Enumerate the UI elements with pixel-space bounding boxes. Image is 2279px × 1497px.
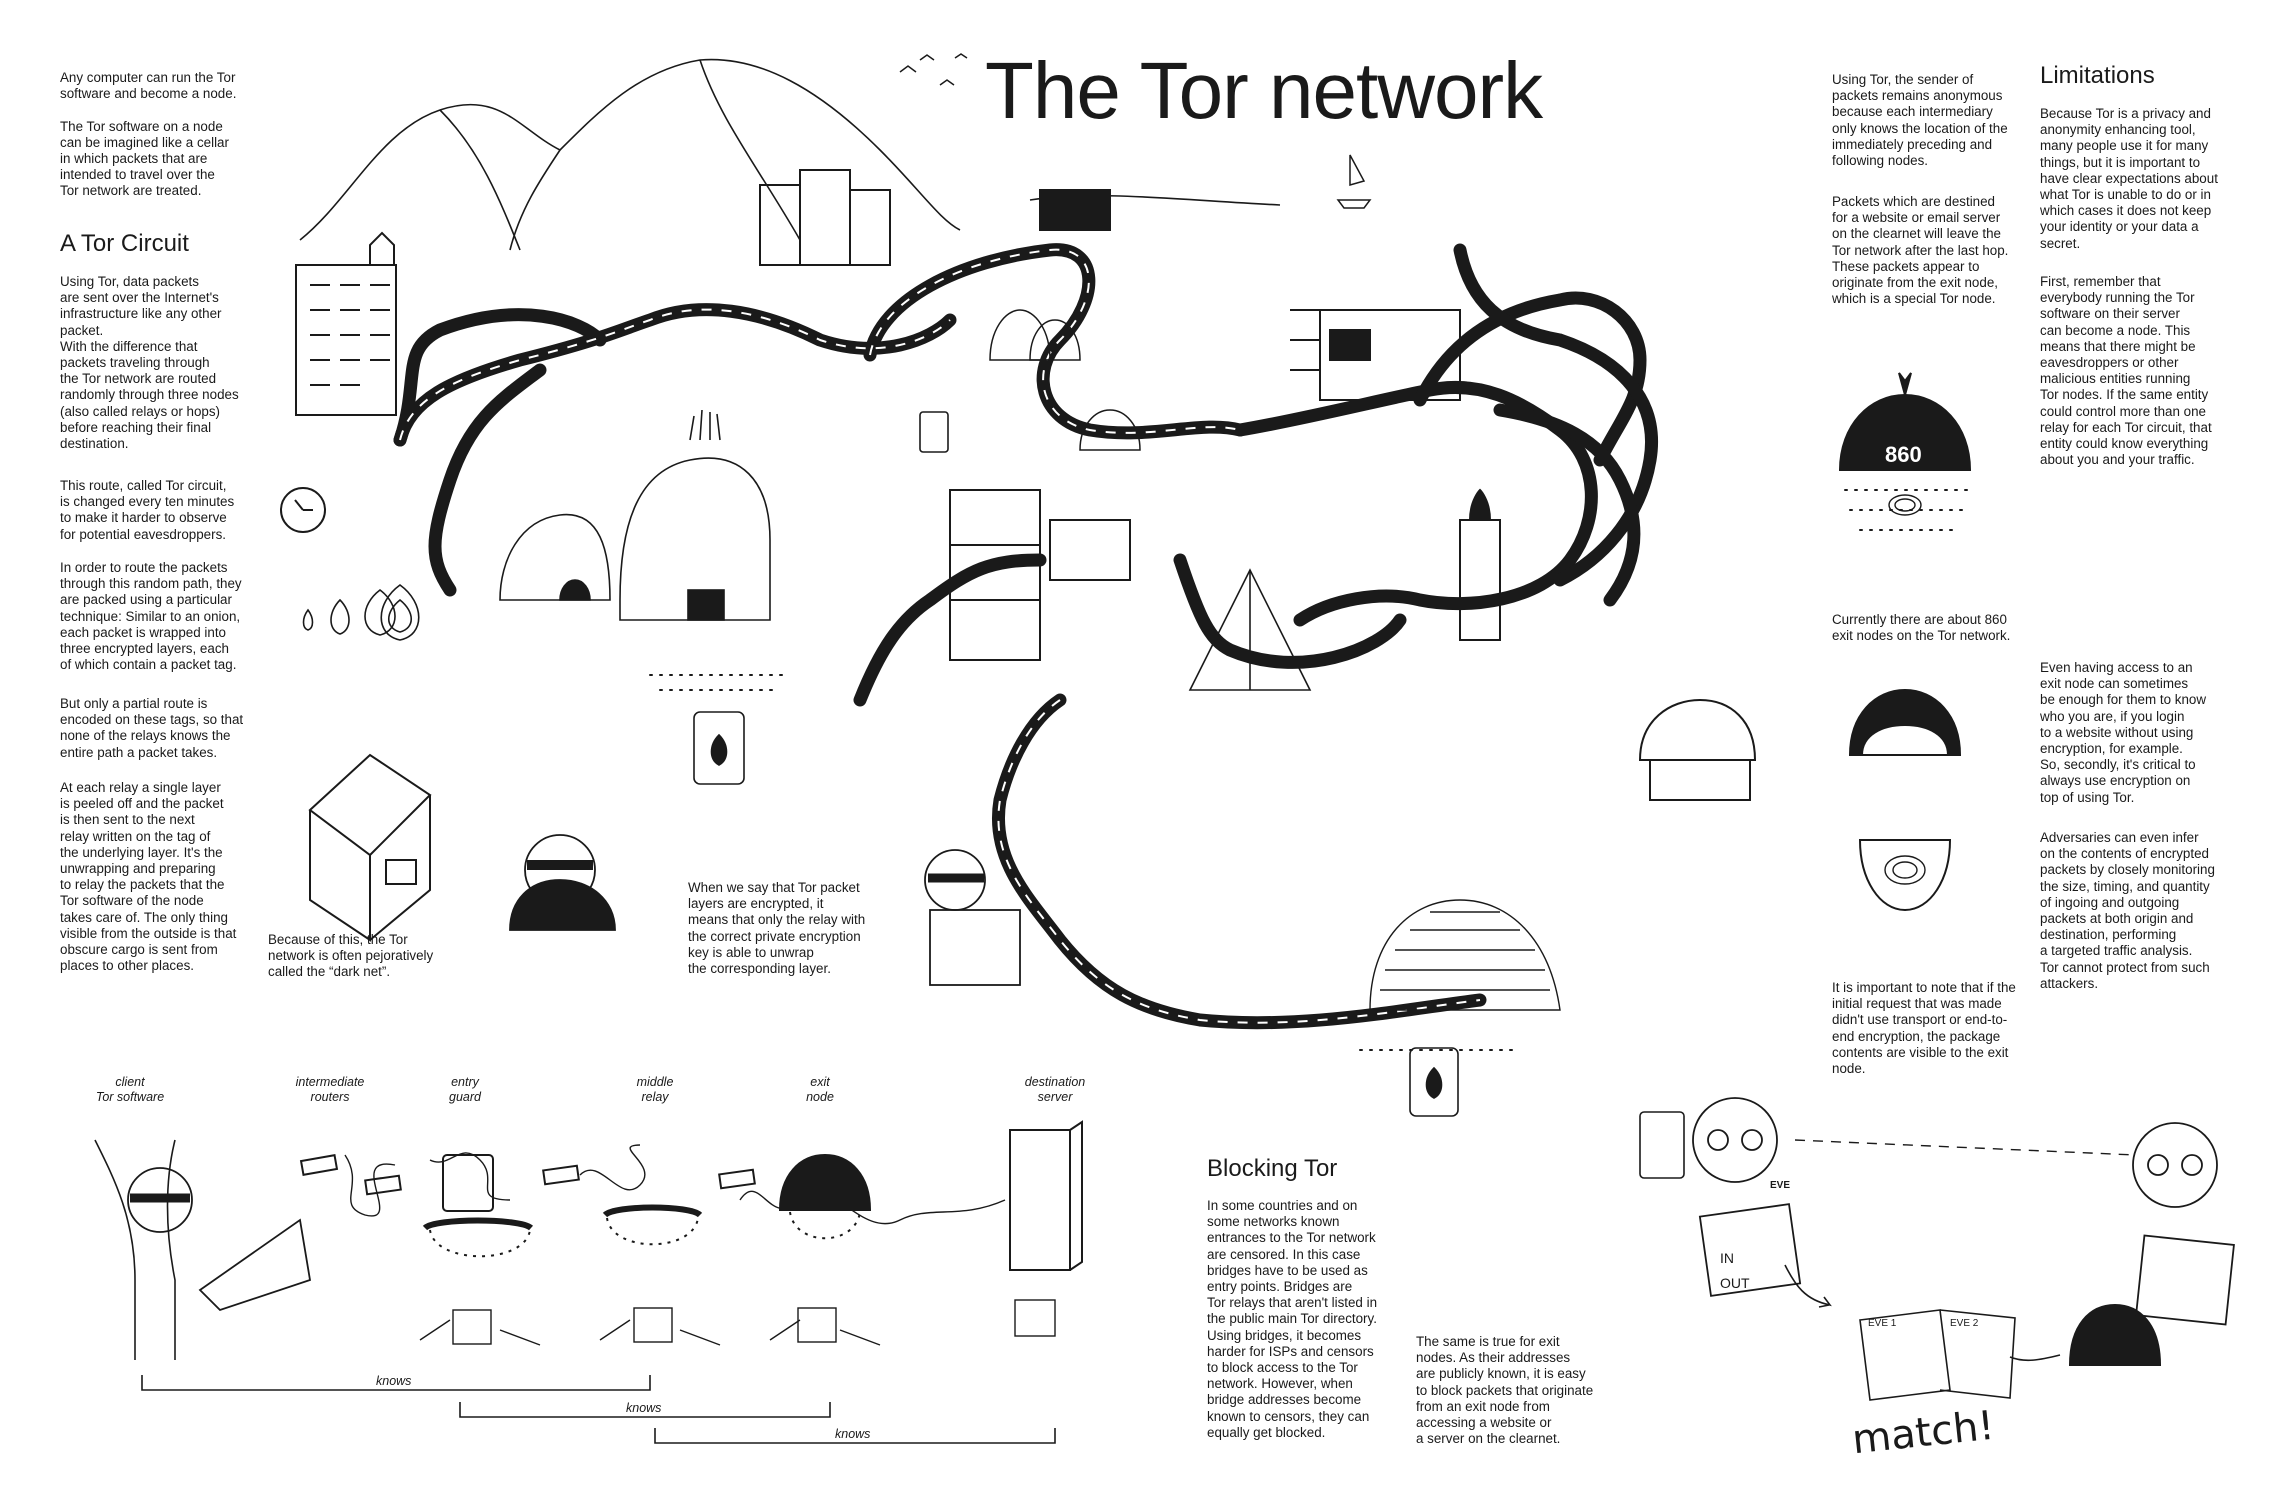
server-box <box>308 753 432 942</box>
office-building <box>295 231 397 416</box>
stone-dome <box>1369 899 1561 1011</box>
packet-boxes <box>419 1299 1056 1346</box>
road-dashes <box>399 248 1481 1024</box>
road-network <box>393 243 1658 1030</box>
circuit-paragraph-5: At each relay a single layer is peeled o… <box>60 780 237 974</box>
clearnet-text: Packets which are destined for a website… <box>1832 194 2009 307</box>
circuit-paragraph-2: This route, called Tor circuit, is chang… <box>60 478 235 542</box>
label-destination-server: destination server <box>1024 1075 1086 1104</box>
door-markers <box>693 411 1685 1179</box>
blocking-heading: Blocking Tor <box>1207 1155 1338 1182</box>
label-exit-node: exit node <box>806 1075 834 1104</box>
match-notebook <box>1784 1264 2061 1401</box>
raccoon-characters <box>509 834 1021 986</box>
city-skyline <box>759 169 1111 266</box>
router-icons <box>299 1153 756 1196</box>
label-middle-relay: middle relay <box>636 1075 674 1104</box>
brick-tower <box>1459 488 1501 641</box>
exit-visibility-text: It is important to note that if the init… <box>1832 980 2016 1077</box>
encryption-note: When we say that Tor packet layers are e… <box>688 880 866 977</box>
exit-count-badge: 860 <box>1885 442 1922 467</box>
middle-relay-node <box>602 1204 703 1246</box>
client-raccoon <box>127 1167 312 1312</box>
exit-count-text: Currently there are about 860 exit nodes… <box>1832 612 2011 644</box>
exit-node-onions <box>1838 372 2162 1366</box>
dome-hut <box>1638 698 1757 801</box>
intro-text: Any computer can run the Tor software an… <box>60 70 237 199</box>
darknet-note: Because of this, the Tor network is ofte… <box>268 932 434 980</box>
limitations-paragraph-2: First, remember that everybody running t… <box>2040 274 2212 468</box>
entry-guard-node <box>422 1154 534 1258</box>
limitations-paragraph-3: Even having access to an exit node can s… <box>2040 660 2207 805</box>
spiral-icon <box>1884 494 1926 885</box>
eve1-label: EVE 1 <box>1868 1318 1897 1329</box>
eve2-label: EVE 2 <box>1950 1318 1979 1329</box>
knows-label-3: knows <box>835 1427 871 1441</box>
eve-badge: EVE <box>1770 1180 1791 1191</box>
label-client: client Tor software <box>95 1075 165 1104</box>
exit-relay-node <box>778 1153 872 1240</box>
limitations-paragraph-1: Because Tor is a privacy and anonymity e… <box>2040 106 2218 251</box>
modern-building <box>1290 309 1461 401</box>
knows-label-2: knows <box>626 1401 662 1415</box>
blocking-paragraph-2: The same is true for exit nodes. As thei… <box>1416 1334 1594 1447</box>
anonymity-text: Using Tor, the sender of packets remains… <box>1832 72 2008 169</box>
circuit-paragraph-3: In order to route the packets through th… <box>60 560 242 673</box>
circuit-paragraph-1: Using Tor, data packets are sent over th… <box>60 274 239 452</box>
page-title: The Tor network <box>985 46 1543 135</box>
circuit-paragraph-4: But only a partial route is encoded on t… <box>60 696 244 760</box>
knows-label-1: knows <box>376 1374 412 1388</box>
sailboat-icon <box>1336 154 1372 209</box>
destination-server <box>1009 1120 1083 1271</box>
tent <box>1188 568 1312 691</box>
label-entry-guard: entry guard <box>449 1075 481 1104</box>
notebook-in-label: IN <box>1720 1250 1734 1266</box>
tree <box>94 1139 176 1360</box>
label-intermediate-routers: intermediate routers <box>295 1075 365 1104</box>
onion-layers-icon <box>302 584 420 641</box>
hut-cluster <box>989 309 1141 451</box>
knows-brackets <box>141 1375 1056 1444</box>
blocking-paragraph-1: In some countries and on some networks k… <box>1207 1198 1378 1440</box>
eavesdropper-eve <box>1692 1097 2235 1326</box>
birds-icon <box>899 53 968 86</box>
mountains <box>299 58 1281 251</box>
notebook-out-label: OUT <box>1720 1275 1750 1291</box>
clock-icon <box>280 487 326 533</box>
apartment-block <box>949 489 1131 661</box>
limitations-heading: Limitations <box>2040 62 2155 89</box>
limitations-paragraph-4: Adversaries can even infer on the conten… <box>2040 830 2215 991</box>
circuit-heading: A Tor Circuit <box>60 230 189 257</box>
thatched-huts <box>499 409 771 621</box>
